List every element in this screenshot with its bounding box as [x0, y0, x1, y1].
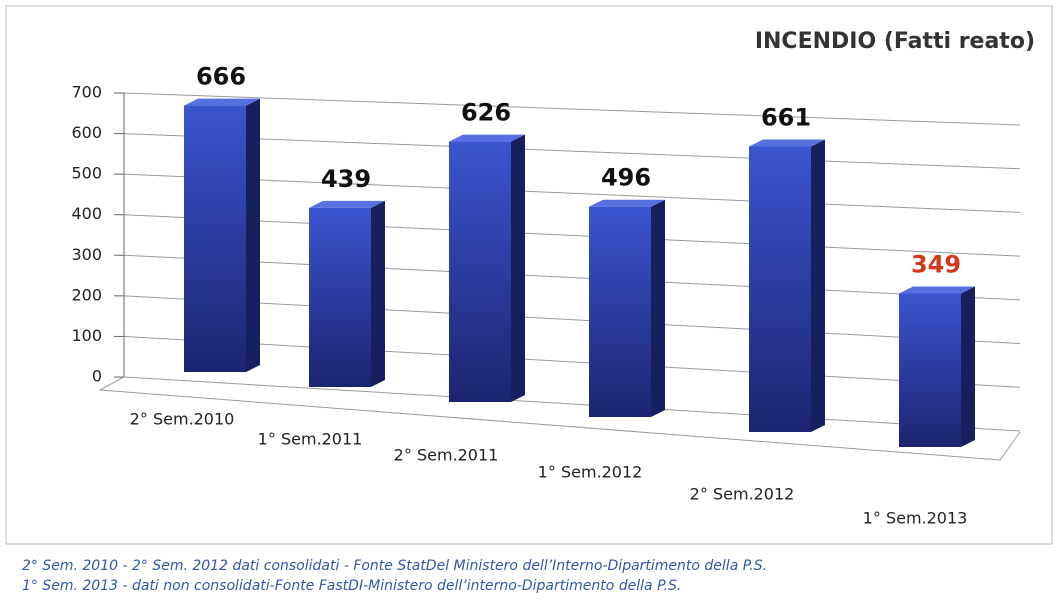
x-tick-label: 2° Sem.2010 [130, 410, 235, 429]
value-label: 439 [321, 165, 371, 193]
bar [309, 200, 385, 387]
x-tick-label: 1° Sem.2012 [538, 463, 643, 482]
chart-title: INCENDIO (Fatti reato) [755, 29, 1035, 54]
bar [899, 286, 975, 447]
value-label: 666 [196, 63, 246, 91]
grid-line [123, 133, 1021, 170]
y-tick-label: 200 [71, 285, 102, 304]
y-tick-label: 400 [71, 204, 102, 223]
x-tick-label: 1° Sem.2011 [258, 430, 363, 449]
grid-line [123, 254, 1021, 301]
chart-frame [5, 5, 1053, 545]
x-tick-label: 2° Sem.2011 [394, 446, 499, 465]
grid-line [123, 214, 1021, 257]
bar [589, 199, 665, 417]
y-tick-label: 100 [71, 326, 102, 345]
x-tick-label: 2° Sem.2012 [690, 485, 795, 504]
x-tick-label: 1° Sem.2013 [863, 509, 968, 528]
grid-line [123, 376, 1021, 432]
grid-line [123, 173, 1021, 213]
y-tick-label: 300 [71, 245, 102, 264]
value-label: 626 [461, 99, 511, 127]
footnote: 1° Sem. 2013 - dati non consolidati-Font… [22, 578, 681, 594]
y-tick-label: 0 [92, 367, 102, 386]
y-tick-label: 500 [71, 164, 102, 183]
footnote: 2° Sem. 2010 - 2° Sem. 2012 dati consoli… [22, 558, 767, 574]
bar [749, 139, 825, 432]
bar [449, 134, 525, 403]
bar [184, 98, 260, 372]
y-tick-label: 700 [71, 83, 102, 102]
y-tick-label: 600 [71, 123, 102, 142]
value-label: 349 [911, 250, 961, 278]
grid-line [123, 335, 1021, 388]
grid-line [123, 92, 1021, 126]
value-label: 661 [761, 103, 811, 131]
grid-line [123, 295, 1021, 345]
floor [98, 376, 1021, 461]
value-label: 496 [601, 164, 651, 192]
